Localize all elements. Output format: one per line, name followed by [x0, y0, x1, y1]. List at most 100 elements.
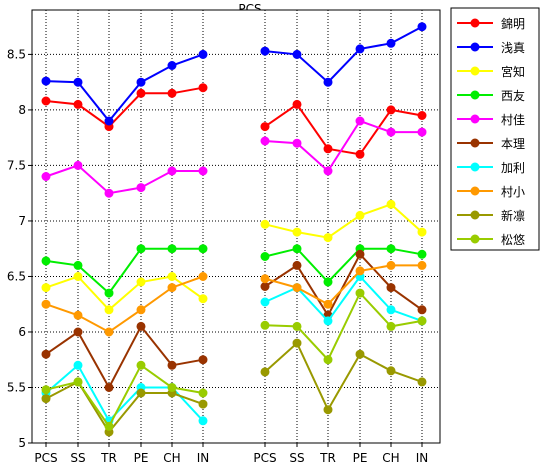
data-point: [355, 288, 365, 298]
legend-swatch-marker: [470, 162, 480, 172]
y-tick-label: 6.5: [7, 269, 26, 283]
data-point: [417, 316, 427, 326]
data-point: [260, 122, 270, 132]
data-point: [167, 272, 177, 281]
legend-label: 加利: [501, 161, 525, 175]
data-point: [260, 219, 270, 229]
data-point: [386, 366, 396, 376]
series-6-panel-1: [41, 321, 208, 392]
data-point: [355, 266, 365, 276]
data-point: [136, 388, 146, 398]
data-point: [417, 127, 427, 137]
data-point: [323, 277, 333, 287]
series-line: [264, 25, 423, 84]
data-point: [386, 199, 396, 209]
data-point: [73, 99, 83, 109]
data-point: [260, 46, 270, 56]
data-point: [292, 338, 302, 348]
legend-swatch-marker: [470, 234, 480, 244]
data-point: [323, 405, 333, 415]
data-point: [136, 183, 146, 193]
series-line: [264, 252, 423, 318]
data-point: [198, 294, 208, 304]
data-point: [198, 416, 208, 426]
data-point: [104, 421, 114, 431]
data-point: [355, 349, 365, 359]
data-point: [167, 283, 177, 293]
x-tick-label: TR: [100, 451, 117, 465]
series-line: [45, 247, 203, 295]
data-point: [73, 260, 83, 270]
data-point: [260, 136, 270, 146]
y-tick-label: 8: [18, 103, 26, 117]
data-point: [386, 321, 396, 331]
data-point: [41, 283, 51, 293]
series-10-panel-1: [41, 360, 208, 431]
x-tick-label: IN: [197, 451, 210, 465]
data-point: [386, 38, 396, 48]
data-point: [323, 77, 333, 87]
legend-item: 村小: [457, 185, 525, 199]
x-tick-label: PE: [353, 451, 368, 465]
data-point: [386, 283, 396, 293]
series-line: [45, 53, 204, 123]
data-point: [292, 321, 302, 331]
data-point: [73, 327, 83, 337]
series-line: [264, 119, 422, 173]
data-point: [136, 305, 146, 315]
legend-swatch-marker: [470, 42, 480, 52]
data-point: [104, 116, 114, 126]
legend-item: 松悠: [457, 232, 525, 247]
x-tick-label: PCS: [34, 451, 57, 465]
data-point: [198, 399, 208, 409]
legend-label: 西友: [501, 89, 525, 103]
data-point: [355, 210, 365, 220]
series-line: [45, 86, 204, 128]
data-point: [73, 272, 83, 281]
legend-swatch-marker: [470, 66, 480, 76]
data-point: [417, 377, 427, 387]
data-point: [198, 355, 208, 365]
data-point: [355, 249, 365, 259]
series-8-panel-1: [41, 272, 208, 337]
series-line: [264, 264, 422, 306]
legend-item: 浅真: [457, 41, 525, 55]
legend-label: 本理: [501, 137, 525, 151]
series-line: [264, 274, 423, 323]
data-point: [104, 305, 114, 315]
data-point: [167, 383, 177, 392]
series-line: [264, 291, 423, 362]
data-point: [323, 166, 333, 176]
legend-label: 村佳: [501, 113, 525, 127]
data-point: [260, 252, 270, 261]
series-line: [264, 341, 423, 412]
data-point: [292, 283, 302, 293]
legend-item: 錦明: [457, 16, 525, 31]
series-line: [45, 363, 204, 423]
series-1-panel-1: [41, 83, 208, 132]
legend-swatch-marker: [470, 18, 480, 28]
data-point: [104, 188, 114, 198]
legend-label: 松悠: [501, 232, 525, 247]
data-point: [136, 277, 146, 287]
data-point: [417, 305, 427, 315]
data-point: [198, 244, 208, 254]
data-point: [73, 377, 83, 387]
data-point: [417, 249, 427, 259]
data-point: [41, 96, 51, 106]
legend-item: 村佳: [457, 113, 525, 127]
data-point: [323, 144, 333, 154]
series-line: [264, 103, 423, 156]
data-point: [260, 320, 270, 330]
series-1-panel-2: [260, 99, 427, 159]
data-point: [136, 321, 146, 331]
data-point: [386, 244, 396, 254]
data-point: [73, 360, 83, 370]
data-point: [198, 49, 208, 59]
series-line: [45, 324, 204, 390]
data-point: [323, 355, 333, 365]
y-tick-label: 8.5: [7, 47, 26, 61]
series-9-panel-2: [260, 338, 427, 415]
x-tick-label: SS: [70, 451, 85, 465]
